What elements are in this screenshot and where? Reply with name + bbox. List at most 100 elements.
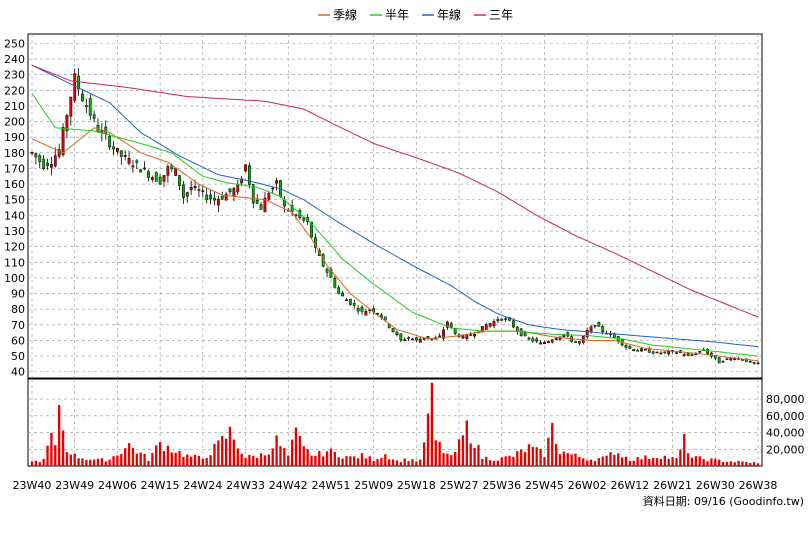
candle-down (139, 169, 143, 173)
volume-bar (698, 456, 701, 466)
candle-down (158, 176, 162, 185)
ma-line-年線 (31, 64, 759, 348)
candle-down (88, 98, 92, 116)
candle-up (418, 338, 422, 343)
volume-bar (690, 457, 694, 466)
volume-bar (547, 437, 550, 466)
volume-bar (120, 453, 123, 466)
volume-bar (430, 382, 434, 466)
volume-bar (527, 444, 531, 466)
volume-bar (337, 457, 340, 466)
candle-down (251, 184, 255, 204)
volume-bar (589, 459, 593, 466)
candle-down (154, 172, 158, 182)
volume-bar (395, 460, 399, 466)
volume-bar (209, 455, 212, 466)
volume-bar (104, 461, 107, 466)
candle-down (170, 165, 174, 170)
volume-bar (558, 454, 562, 466)
volume-bar (232, 439, 236, 466)
candle-down (453, 328, 457, 335)
candle-down (42, 158, 46, 170)
volume-bar (353, 456, 356, 466)
candle-up (232, 188, 236, 197)
volume-bar (609, 452, 612, 466)
candle-up (756, 362, 760, 365)
volume-bar (298, 436, 302, 466)
volume-bar (648, 459, 651, 466)
volume-bar (422, 442, 426, 466)
x-tick-label: 24W15 (141, 479, 180, 492)
volume-bar (485, 456, 488, 466)
volume-bar (279, 446, 282, 466)
volume-bar (217, 440, 220, 466)
candle-up (442, 329, 445, 339)
price-tick-label: 60 (11, 334, 25, 347)
volume-bar (586, 460, 589, 466)
volume-bar (158, 442, 162, 466)
candle-down (414, 337, 418, 341)
candle-down (519, 328, 523, 336)
volume-bar (721, 462, 725, 466)
volume-bar (725, 461, 729, 466)
volume-bar (512, 456, 515, 466)
price-tick-label: 70 (11, 319, 25, 332)
candle-up (585, 330, 589, 338)
legend-label: 年線 (437, 7, 461, 22)
price-tick-label: 150 (4, 194, 25, 207)
candle-up (69, 97, 73, 117)
volume-bar (752, 462, 756, 466)
candle-down (255, 200, 259, 204)
price-tick-label: 130 (4, 225, 25, 238)
volume-bar (356, 458, 360, 466)
volume-bar (131, 447, 135, 466)
candle-down (632, 348, 636, 352)
volume-bar (290, 439, 294, 466)
volume-bar (30, 461, 34, 466)
volume-tick-label: 40,000 (766, 427, 805, 440)
volume-bar (407, 461, 410, 466)
volume-bar (42, 458, 45, 466)
volume-bar (391, 459, 395, 466)
volume-bar (675, 458, 678, 466)
candle-up (407, 337, 410, 339)
x-tick-label: 25W36 (482, 479, 521, 492)
candle-up (675, 352, 678, 354)
candle-up (488, 323, 492, 327)
volume-bar (73, 453, 76, 466)
volume-bar (143, 453, 146, 466)
volume-bar (178, 450, 181, 466)
volume-bar (256, 457, 259, 466)
volume-bar (671, 457, 674, 466)
volume-bar (271, 448, 274, 466)
volume-bar (640, 459, 643, 466)
price-tick-label: 50 (11, 350, 25, 363)
volume-bar (710, 458, 713, 466)
candle-up (166, 166, 170, 176)
price-tick-label: 240 (4, 53, 25, 66)
volume-bar (302, 446, 305, 466)
volume-bar (108, 459, 111, 466)
volume-bar (741, 461, 744, 466)
candle-up (244, 164, 247, 172)
volume-bar (686, 453, 690, 466)
x-tick-label: 24W51 (312, 479, 351, 492)
candle-down (578, 341, 581, 344)
volume-bar (314, 455, 317, 466)
volume-bar (81, 458, 84, 466)
candle-down (512, 320, 515, 328)
volume-bar (694, 456, 698, 466)
candle-down (496, 318, 500, 322)
candle-down (329, 268, 333, 278)
volume-bar (364, 458, 368, 466)
volume-bar (481, 458, 484, 466)
volume-bar (593, 460, 597, 466)
candle-up (690, 354, 694, 356)
x-tick-label: 25W18 (397, 479, 436, 492)
candle-up (201, 190, 205, 192)
volume-bar (155, 445, 158, 466)
candle-up (275, 180, 278, 184)
volume-bar (283, 448, 286, 466)
candle-down (178, 175, 181, 186)
